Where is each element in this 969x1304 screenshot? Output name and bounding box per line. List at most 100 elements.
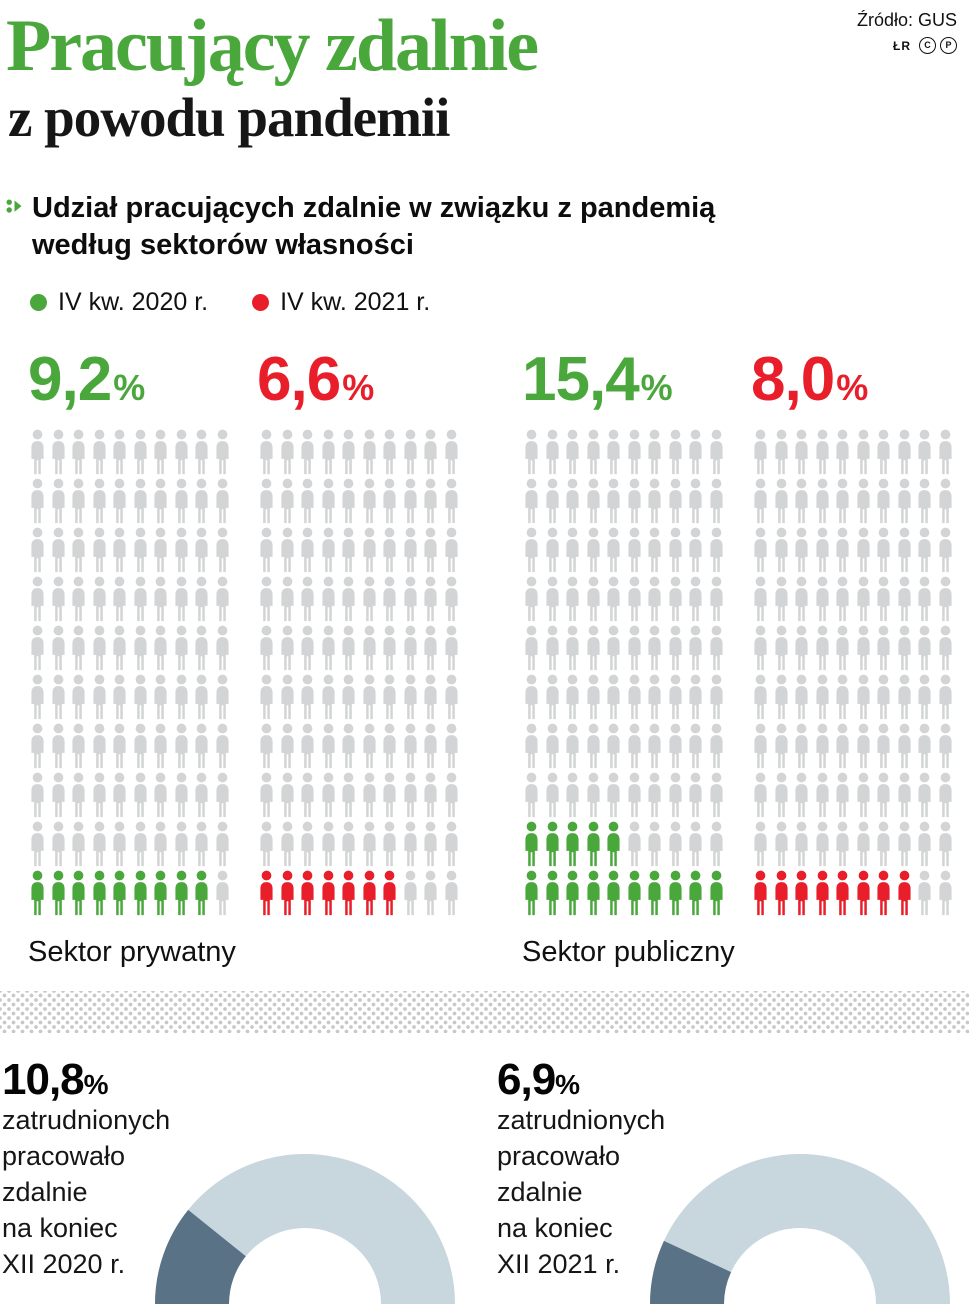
person-icon — [172, 478, 191, 524]
person-icon — [686, 723, 705, 769]
person-icon — [69, 478, 88, 524]
person-icon — [707, 870, 726, 916]
header: Pracujący zdalnie z powodu pandemii Źród… — [0, 0, 969, 148]
person-icon — [110, 821, 129, 867]
person-icon — [131, 821, 150, 867]
person-icon — [278, 870, 297, 916]
person-icon — [563, 870, 582, 916]
person-icon — [401, 821, 420, 867]
person-icon — [319, 870, 338, 916]
person-icon — [645, 674, 664, 720]
person-icon — [339, 821, 358, 867]
legend-dot-red-icon — [252, 294, 270, 312]
person-icon — [833, 429, 852, 475]
person-icon — [151, 821, 170, 867]
person-icon — [380, 723, 399, 769]
person-icon — [874, 527, 893, 573]
person-icon — [278, 772, 297, 818]
person-icon — [69, 772, 88, 818]
person-icon — [442, 772, 461, 818]
person-icon — [604, 870, 623, 916]
person-icon — [28, 478, 47, 524]
person-icon — [151, 870, 170, 916]
person-icon — [151, 625, 170, 671]
page-title: Pracujący zdalnie — [6, 5, 539, 87]
person-icon — [213, 674, 232, 720]
person-icon — [522, 576, 541, 622]
person-icon — [895, 870, 914, 916]
person-icon — [380, 772, 399, 818]
person-icon — [110, 429, 129, 475]
person-icon — [69, 527, 88, 573]
person-icon — [666, 576, 685, 622]
person-icon — [360, 576, 379, 622]
person-icon — [442, 674, 461, 720]
person-icon — [751, 772, 770, 818]
caption-line: XII 2020 r. — [2, 1249, 126, 1279]
donut-slice — [155, 1209, 247, 1304]
person-icon — [192, 429, 211, 475]
person-icon — [360, 772, 379, 818]
person-icon — [380, 527, 399, 573]
person-icon — [401, 429, 420, 475]
person-icon — [257, 576, 276, 622]
person-icon — [686, 429, 705, 475]
value-private-2020: 9,2% — [28, 349, 231, 411]
person-icon — [49, 723, 68, 769]
caption-line: zdalnie — [497, 1177, 583, 1207]
person-icon — [278, 821, 297, 867]
caption-line: zatrudnionych — [2, 1105, 171, 1135]
person-icon — [69, 576, 88, 622]
person-icon — [339, 478, 358, 524]
sector-label-public: Sektor publiczny — [522, 936, 735, 969]
person-icon — [192, 478, 211, 524]
person-icon — [319, 429, 338, 475]
person-icon — [772, 723, 791, 769]
person-icon — [339, 429, 358, 475]
legend-label-2021: IV kw. 2021 r. — [280, 288, 431, 317]
person-icon — [49, 576, 68, 622]
person-icon — [813, 674, 832, 720]
person-icon — [257, 772, 276, 818]
person-icon — [625, 723, 644, 769]
person-icon — [213, 625, 232, 671]
person-icon — [543, 723, 562, 769]
person-icon — [936, 625, 955, 671]
person-icon — [543, 821, 562, 867]
person-icon — [686, 625, 705, 671]
person-icon — [707, 723, 726, 769]
person-icon — [895, 625, 914, 671]
person-icon — [69, 674, 88, 720]
person-icon — [172, 576, 191, 622]
person-icon — [522, 674, 541, 720]
person-icon — [172, 723, 191, 769]
person-icon — [360, 870, 379, 916]
person-icon — [298, 478, 317, 524]
person-icon — [522, 723, 541, 769]
person-icon — [522, 625, 541, 671]
percent-sign: % — [640, 367, 673, 409]
caption-line: zatrudnionych — [497, 1105, 666, 1135]
person-icon — [298, 723, 317, 769]
person-icon — [584, 821, 603, 867]
person-icon — [90, 821, 109, 867]
private-2021-column: 6,6% — [257, 349, 460, 916]
caption-line: zdalnie — [2, 1177, 88, 1207]
person-icon — [772, 527, 791, 573]
person-icon — [28, 723, 47, 769]
person-icon — [298, 821, 317, 867]
person-icon — [666, 674, 685, 720]
person-icon — [442, 478, 461, 524]
person-icon — [751, 429, 770, 475]
person-icon — [543, 478, 562, 524]
person-icon — [813, 576, 832, 622]
person-icon — [131, 625, 150, 671]
person-icon — [28, 821, 47, 867]
person-icon — [421, 478, 440, 524]
person-icon — [707, 674, 726, 720]
person-icon — [192, 674, 211, 720]
person-icon — [131, 527, 150, 573]
person-icon — [28, 625, 47, 671]
person-icon — [213, 870, 232, 916]
person-icon — [772, 772, 791, 818]
